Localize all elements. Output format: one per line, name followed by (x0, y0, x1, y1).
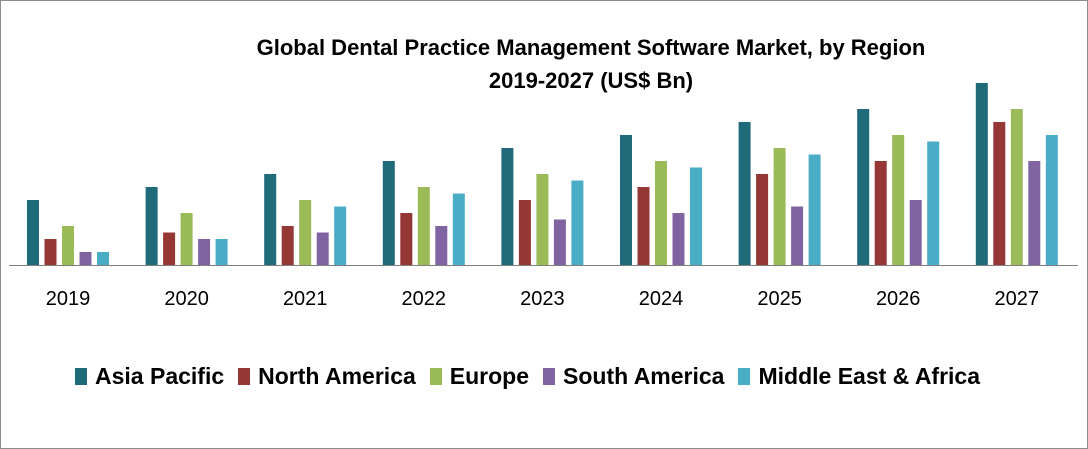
bar-asia-pacific-2019 (27, 200, 39, 265)
x-tick-label: 2025 (757, 288, 802, 310)
legend-label: South America (563, 363, 725, 389)
legend-label: North America (258, 363, 416, 389)
chart-title: Global Dental Practice Management Softwa… (91, 31, 1087, 97)
bar-asia-pacific-2023 (501, 148, 514, 265)
bar-europe-2025 (773, 148, 786, 265)
legend: Asia Pacific North America Europe South Ame… (75, 363, 980, 390)
legend-item: Middle East & Africa (738, 363, 980, 390)
bar-north-america-2024 (637, 187, 650, 265)
legend-label: Europe (449, 363, 530, 389)
bar-north-america-2020 (163, 232, 176, 265)
x-tick-label: 2023 (520, 288, 565, 310)
bar-north-america-2023 (518, 200, 531, 265)
subtitle-line: 2019-2027 (US$ Bn) (488, 68, 694, 93)
bar-north-america-2026 (874, 161, 887, 265)
legend-swatch (738, 368, 751, 385)
bar-middle-east-africa-2027 (1045, 135, 1058, 265)
bar-north-america-2025 (756, 174, 769, 265)
bar-south-america-2026 (909, 200, 922, 265)
title-line: Global Dental Practice Management Softwa… (256, 35, 926, 60)
x-tick-label: 2019 (46, 288, 91, 310)
bar-south-america-2027 (1028, 161, 1041, 265)
bar-europe-2027 (1010, 109, 1023, 265)
bar-europe-2021 (299, 200, 312, 265)
bar-asia-pacific-2020 (145, 187, 158, 265)
x-tick-label: 2020 (164, 288, 209, 310)
bar-north-america-2027 (993, 122, 1006, 265)
legend-label: Asia Pacific (95, 363, 225, 389)
bar-south-america-2021 (316, 232, 329, 265)
x-tick-label: 2027 (995, 288, 1040, 310)
bar-south-america-2019 (79, 252, 92, 265)
bar-asia-pacific-2027 (975, 83, 988, 265)
bar-asia-pacific-2024 (620, 135, 632, 265)
legend-item: Asia Pacific (75, 363, 224, 390)
bar-south-america-2022 (435, 226, 448, 265)
bar-asia-pacific-2025 (738, 122, 751, 265)
legend-item: Europe (429, 363, 530, 390)
x-tick-label: 2026 (876, 288, 921, 310)
bar-asia-pacific-2022 (382, 161, 395, 265)
bar-middle-east-africa-2020 (215, 239, 228, 265)
bar-europe-2022 (417, 187, 430, 265)
bar-middle-east-africa-2021 (334, 206, 347, 265)
bar-asia-pacific-2026 (857, 109, 870, 265)
bar-middle-east-africa-2024 (690, 167, 702, 265)
bar-middle-east-africa-2019 (97, 252, 109, 265)
bar-south-america-2020 (198, 239, 211, 265)
bar-south-america-2025 (791, 206, 804, 265)
bar-middle-east-africa-2023 (571, 180, 584, 265)
bar-middle-east-africa-2022 (452, 193, 465, 265)
legend-swatch (238, 368, 251, 385)
bar-europe-2020 (180, 213, 193, 265)
legend-swatch (543, 368, 556, 385)
x-tick-label: 2024 (639, 288, 684, 310)
bar-north-america-2021 (281, 226, 294, 265)
bar-europe-2024 (655, 161, 667, 265)
bar-asia-pacific-2021 (264, 174, 277, 265)
bar-europe-2019 (62, 226, 74, 265)
legend-item: South America (543, 363, 724, 390)
bar-north-america-2022 (400, 213, 413, 265)
bar-north-america-2019 (44, 239, 57, 265)
x-tick-label: 2021 (283, 288, 328, 310)
bar-south-america-2024 (672, 213, 685, 265)
bar-europe-2026 (892, 135, 905, 265)
bar-middle-east-africa-2025 (808, 154, 821, 265)
x-tick-label: 2022 (402, 288, 447, 310)
bar-south-america-2023 (553, 219, 566, 265)
legend-label: Middle East & Africa (758, 363, 981, 389)
legend-item: North America (238, 363, 416, 390)
legend-swatch (429, 368, 442, 385)
bar-middle-east-africa-2026 (927, 141, 940, 265)
legend-swatch (75, 368, 87, 385)
bar-europe-2023 (536, 174, 549, 265)
